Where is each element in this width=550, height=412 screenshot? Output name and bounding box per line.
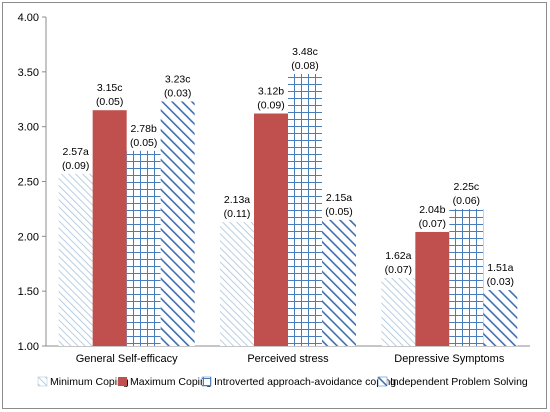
y-tick-label: 1.50 [18, 286, 39, 298]
y-tick-label: 4.00 [18, 12, 39, 24]
bar [322, 219, 356, 346]
bar-value-label: 3.48c [292, 46, 318, 58]
bar-sd-label: (0.07) [385, 264, 412, 276]
bar [220, 222, 254, 346]
bar-value-label: 2.15a [326, 192, 352, 204]
bar-value-label: 3.15c [97, 82, 123, 94]
axes: 1.00 1.50 2.00 2.50 3.00 3.50 4.00 General Self… [18, 12, 530, 365]
bar [254, 113, 288, 346]
bar-value-label: 2.25c [453, 181, 479, 193]
bar-sd-label: (0.03) [487, 276, 514, 288]
bar-sd-label: (0.09) [62, 160, 89, 172]
y-tick-label: 1.00 [18, 341, 39, 353]
bar-sd-label: (0.09) [257, 100, 284, 112]
bar-sd-label: (0.05) [325, 206, 352, 218]
bar-sd-label: (0.11) [224, 208, 251, 220]
bar [126, 150, 161, 346]
bar-sd-label: (0.03) [164, 87, 191, 99]
bar-value-label: 3.12b [258, 86, 284, 98]
legend-label: Introverted approach-avoidance coping [214, 376, 396, 388]
bar [415, 231, 450, 346]
bar [483, 290, 518, 346]
bar-sd-label: (0.05) [130, 137, 157, 149]
bar [58, 173, 93, 346]
category-label: General Self-efficacy [76, 353, 178, 365]
bar-sd-label: (0.08) [291, 60, 318, 72]
legend-swatch [377, 376, 388, 387]
chart-frame [2, 2, 547, 409]
legend-label: Independent Problem Solving [390, 376, 528, 388]
legend-swatch [118, 377, 127, 386]
bar-value-label: 1.51a [487, 262, 513, 274]
bar-sd-label: (0.05) [96, 96, 123, 108]
y-tick-label: 3.00 [18, 122, 39, 134]
bar-value-label: 2.13a [224, 194, 250, 206]
category-label: Perceived stress [247, 353, 329, 365]
y-tick-label: 2.00 [18, 231, 39, 243]
bar-value-label: 2.78b [131, 123, 157, 135]
bar-value-label: 3.23c [165, 73, 191, 85]
data-labels: 2.57a (0.09) 2.13a (0.11) 1.62a (0.07) 3.15c (0… [62, 46, 514, 288]
legend: Minimum Coping Maximum Coping Introverted … [37, 376, 528, 388]
category-label: Depressive Symptoms [394, 353, 505, 365]
bar-value-label: 2.04b [419, 204, 445, 216]
bar-value-label: 1.62a [385, 250, 411, 262]
legend-swatch [201, 376, 212, 387]
legend-label: Maximum Coping [130, 376, 212, 388]
bar-sd-label: (0.07) [419, 218, 446, 230]
legend-label: Minimum Coping [50, 376, 129, 388]
bar [160, 101, 195, 347]
bar [449, 208, 484, 346]
y-tick-label: 3.50 [18, 67, 39, 79]
bar [288, 74, 322, 346]
bar [92, 110, 127, 346]
bars [58, 74, 518, 347]
bar-value-label: 2.57a [63, 146, 89, 158]
y-tick-label: 2.50 [18, 177, 39, 189]
bar [381, 278, 416, 346]
bar-sd-label: (0.06) [453, 195, 480, 207]
legend-swatch [37, 376, 48, 387]
